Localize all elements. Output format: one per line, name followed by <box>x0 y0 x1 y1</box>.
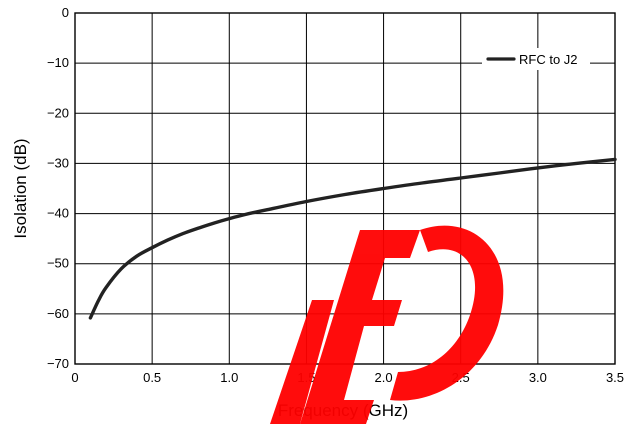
y-axis-ticks: 0 −10 −20 −30 −40 −50 −60 −70 <box>47 5 69 371</box>
y-tick-label: −60 <box>47 306 69 321</box>
y-tick-label: −70 <box>47 356 69 371</box>
series-layer <box>88 157 617 320</box>
x-tick-label: 3.0 <box>529 370 547 385</box>
y-tick-label: −20 <box>47 105 69 120</box>
x-tick-label: 0.5 <box>143 370 161 385</box>
x-tick-label: 3.5 <box>606 370 624 385</box>
y-tick-label: −10 <box>47 55 69 70</box>
x-tick-label: 2.0 <box>375 370 393 385</box>
y-tick-label: −50 <box>47 256 69 271</box>
x-tick-label: 0 <box>71 370 78 385</box>
legend: RFC to J2 <box>482 48 590 70</box>
y-tick-label: 0 <box>62 5 69 20</box>
x-tick-label: 1.0 <box>220 370 238 385</box>
legend-background <box>482 48 590 70</box>
watermark-logo <box>270 225 504 424</box>
legend-label: RFC to J2 <box>519 52 578 67</box>
y-axis-title: Isolation (dB) <box>11 138 30 238</box>
series-line-rfc-to-j2 <box>88 157 617 320</box>
y-tick-label: −30 <box>47 155 69 170</box>
y-tick-label: −40 <box>47 206 69 221</box>
